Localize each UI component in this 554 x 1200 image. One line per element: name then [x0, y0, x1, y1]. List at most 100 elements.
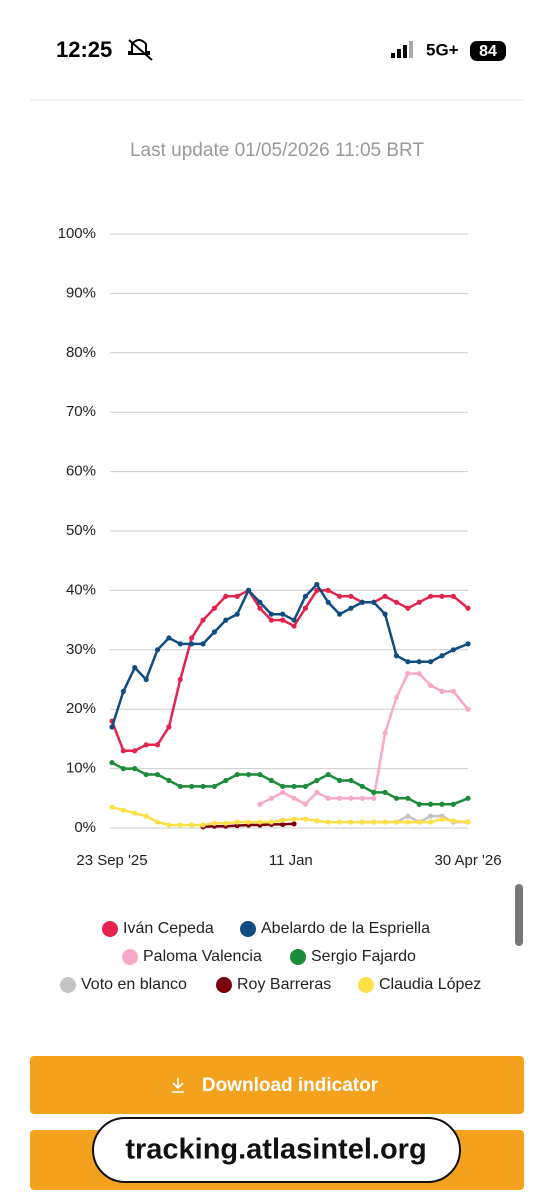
legend-label: Sergio Fajardo	[311, 948, 416, 965]
x-tick-label: 30 Apr '26	[434, 852, 501, 869]
legend-swatch	[216, 977, 232, 993]
data-point	[166, 635, 172, 641]
data-point	[325, 599, 331, 605]
data-point	[177, 783, 183, 790]
data-point	[143, 742, 149, 748]
data-point	[450, 647, 456, 653]
legend-swatch	[122, 949, 138, 965]
data-point	[200, 617, 206, 623]
data-point	[268, 617, 274, 623]
mute-icon	[128, 39, 153, 61]
data-point	[109, 760, 115, 766]
data-point	[291, 821, 297, 827]
data-point	[416, 819, 422, 825]
data-point	[211, 605, 218, 611]
data-point	[382, 593, 388, 599]
data-point	[359, 819, 365, 825]
data-point	[143, 771, 149, 778]
legend-label: Iván Cepeda	[123, 920, 214, 937]
data-point	[189, 783, 195, 790]
y-tick-label: 80%	[66, 344, 96, 361]
url-pill	[92, 1117, 461, 1183]
legend-label: Roy Barreras	[237, 976, 331, 993]
data-point	[200, 783, 206, 790]
data-point	[223, 617, 229, 623]
data-point	[428, 819, 434, 825]
data-point	[325, 819, 331, 825]
data-point	[302, 593, 309, 599]
data-point	[348, 819, 354, 825]
data-point	[428, 659, 434, 665]
network-type: 5G+	[426, 40, 459, 59]
data-point	[314, 789, 320, 795]
data-point	[416, 801, 422, 807]
data-point	[450, 593, 456, 599]
data-point	[393, 819, 400, 825]
download-icon	[172, 1078, 184, 1093]
data-point	[109, 804, 115, 810]
legend-label: Claudia López	[379, 976, 481, 993]
data-point	[428, 682, 434, 689]
y-tick-label: 30%	[66, 641, 96, 658]
data-point	[405, 670, 411, 677]
data-point	[302, 605, 309, 611]
legend-label: Abelardo de la Espriella	[261, 920, 430, 937]
data-point	[416, 599, 422, 605]
chart: 0% 10% 20% 30% 40% 50% 60% 70% 80% 90% 100% 23 Sep …	[58, 225, 502, 993]
legend-swatch	[102, 921, 118, 937]
data-point	[450, 818, 456, 824]
data-point	[132, 748, 138, 754]
data-point	[405, 659, 411, 665]
data-point	[291, 795, 297, 801]
data-point	[393, 653, 400, 659]
data-point	[166, 777, 172, 784]
url-text: tracking.atlasintel.org	[125, 1134, 426, 1166]
data-point	[257, 801, 263, 807]
y-tick-label: 10%	[66, 760, 96, 777]
data-point	[268, 611, 274, 617]
data-point	[234, 823, 240, 829]
data-point	[371, 789, 377, 795]
data-point	[393, 795, 400, 801]
data-point	[280, 817, 286, 823]
data-point	[314, 581, 320, 588]
data-point	[359, 795, 365, 801]
data-point	[143, 676, 149, 683]
data-point	[439, 653, 445, 659]
data-point	[382, 789, 388, 795]
data-point	[428, 801, 434, 807]
data-point	[405, 795, 411, 801]
y-tick-label: 90%	[66, 284, 96, 301]
data-point	[336, 795, 343, 801]
data-point	[416, 659, 422, 665]
data-point	[465, 819, 471, 825]
data-point	[177, 822, 183, 828]
data-point	[245, 587, 252, 594]
data-point	[465, 795, 471, 801]
data-point	[245, 771, 252, 778]
data-point	[348, 605, 354, 611]
data-point	[166, 724, 172, 730]
data-point	[177, 641, 183, 647]
data-point	[132, 665, 138, 671]
data-point	[371, 819, 377, 825]
data-point	[200, 641, 206, 647]
data-point	[257, 771, 263, 778]
data-point	[189, 635, 195, 641]
data-point	[348, 795, 354, 801]
data-point	[465, 641, 471, 647]
download-button[interactable]	[30, 1056, 524, 1114]
status-time: 12:25	[56, 37, 112, 62]
data-point	[314, 818, 320, 824]
data-point	[268, 795, 274, 801]
data-point	[291, 617, 297, 623]
data-point	[154, 647, 161, 653]
data-point	[465, 605, 471, 611]
data-point	[382, 611, 388, 617]
data-point	[154, 819, 161, 825]
data-point	[189, 822, 195, 828]
y-tick-label: 60%	[66, 463, 96, 480]
legend-swatch	[240, 921, 256, 937]
y-tick-label: 0%	[74, 819, 96, 836]
